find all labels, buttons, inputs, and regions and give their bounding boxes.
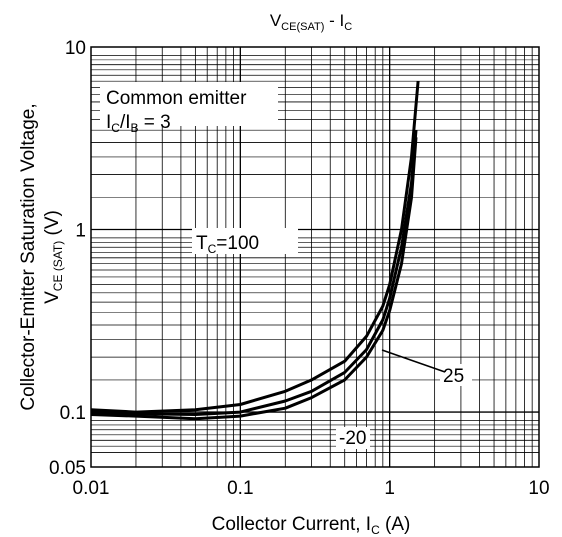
y-axis-label: Collector-Emitter Saturation Voltage, VC…	[18, 103, 65, 410]
plot-frame	[90, 46, 540, 468]
series-label-25: 25	[443, 366, 464, 387]
y-tick-label: 0.05	[49, 458, 86, 479]
annotations: Common emitter IC/IB = 3 TC=100 25 -20	[100, 82, 472, 449]
y-axis-label-line1: Collector-Emitter Saturation Voltage,	[18, 103, 39, 410]
series-label-minus20: -20	[339, 428, 366, 449]
series-group	[90, 80, 420, 421]
x-tick-label: 1	[384, 478, 395, 499]
y-tick-label: 10	[65, 38, 86, 59]
condition-line2: IC/IB = 3	[106, 112, 171, 135]
condition-line1: Common emitter	[106, 88, 247, 109]
x-tick-label: 0.01	[73, 478, 110, 499]
series-label-25-leader	[381, 349, 446, 373]
chart-title: VCE(SAT) - IC	[270, 11, 352, 33]
x-axis-label: Collector Current, IC (A)	[212, 514, 411, 537]
x-tick-label: 10	[528, 478, 549, 499]
series-line-2	[90, 137, 418, 421]
series-line-1	[90, 130, 418, 416]
tick-labels: 0.01 0.1 1 10 0.05 0.1 1 10	[49, 38, 550, 499]
x-tick-label: 0.1	[227, 478, 253, 499]
y-tick-label: 0.1	[60, 403, 86, 424]
y-tick-label: 1	[75, 221, 86, 242]
tc-label: TC=100	[196, 233, 259, 256]
series-line-3	[90, 80, 420, 414]
y-axis-label-line2: VCE (SAT) (V)	[42, 210, 65, 304]
